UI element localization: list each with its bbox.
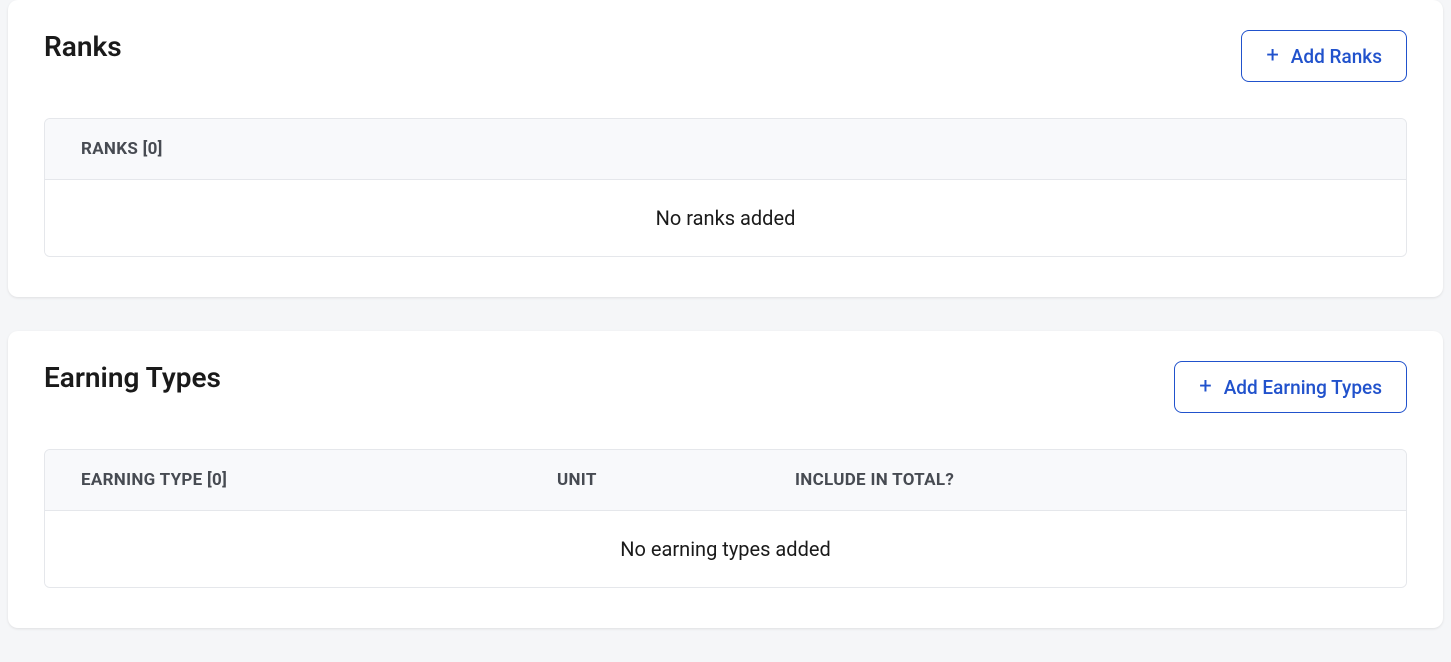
earning-types-title: Earning Types bbox=[44, 361, 221, 394]
plus-icon: + bbox=[1199, 376, 1211, 398]
ranks-title: Ranks bbox=[44, 30, 122, 63]
plus-icon: + bbox=[1266, 45, 1278, 67]
unit-column-header: UNIT bbox=[557, 470, 795, 490]
ranks-card: Ranks + Add Ranks RANKS [0] No ranks add… bbox=[8, 0, 1443, 297]
earning-type-column-header: EARNING TYPE [0] bbox=[81, 470, 557, 490]
ranks-card-header: Ranks + Add Ranks bbox=[44, 30, 1407, 82]
earning-types-table-header-row: EARNING TYPE [0] UNIT INCLUDE IN TOTAL? bbox=[81, 470, 1370, 490]
ranks-table-body: No ranks added bbox=[45, 180, 1406, 256]
earning-types-table: EARNING TYPE [0] UNIT INCLUDE IN TOTAL? … bbox=[44, 449, 1407, 588]
earning-types-card-header: Earning Types + Add Earning Types bbox=[44, 361, 1407, 413]
earning-types-card: Earning Types + Add Earning Types EARNIN… bbox=[8, 331, 1443, 628]
add-ranks-button-label: Add Ranks bbox=[1291, 47, 1382, 66]
add-earning-types-button-label: Add Earning Types bbox=[1224, 378, 1382, 397]
add-ranks-button[interactable]: + Add Ranks bbox=[1241, 30, 1407, 82]
include-in-total-column-header: INCLUDE IN TOTAL? bbox=[795, 470, 1370, 490]
ranks-table-header: RANKS [0] bbox=[45, 119, 1406, 180]
ranks-empty-message: No ranks added bbox=[45, 180, 1406, 256]
ranks-table-header-row: RANKS [0] bbox=[81, 139, 1370, 159]
earning-types-table-body: No earning types added bbox=[45, 511, 1406, 587]
earning-types-empty-message: No earning types added bbox=[45, 511, 1406, 587]
earning-types-table-header: EARNING TYPE [0] UNIT INCLUDE IN TOTAL? bbox=[45, 450, 1406, 511]
ranks-column-header: RANKS [0] bbox=[81, 139, 1370, 159]
add-earning-types-button[interactable]: + Add Earning Types bbox=[1174, 361, 1407, 413]
ranks-table: RANKS [0] No ranks added bbox=[44, 118, 1407, 257]
